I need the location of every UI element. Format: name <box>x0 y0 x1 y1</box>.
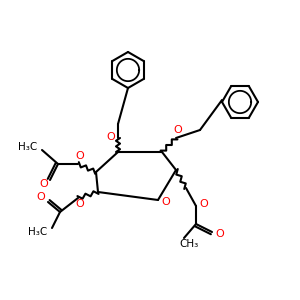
Text: O: O <box>37 192 45 202</box>
Text: H₃C: H₃C <box>28 227 48 237</box>
Text: O: O <box>174 125 182 135</box>
Text: O: O <box>106 132 116 142</box>
Text: O: O <box>76 199 84 209</box>
Text: O: O <box>216 229 224 239</box>
Text: O: O <box>162 197 170 207</box>
Text: O: O <box>76 151 84 161</box>
Text: CH₃: CH₃ <box>179 239 199 249</box>
Text: O: O <box>40 179 48 189</box>
Text: H₃C: H₃C <box>18 142 38 152</box>
Text: O: O <box>200 199 208 209</box>
